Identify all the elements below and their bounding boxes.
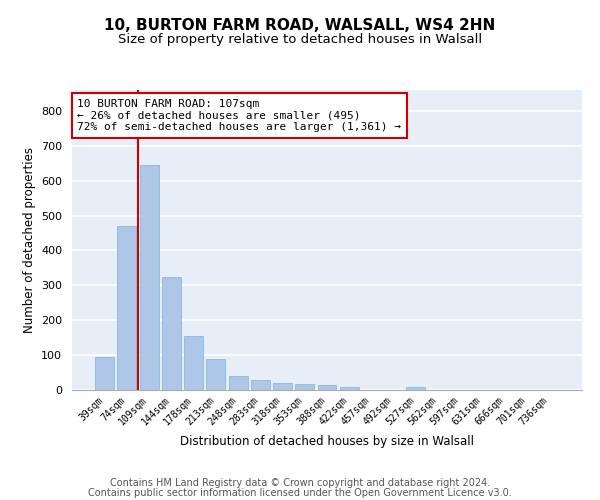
Bar <box>206 358 225 390</box>
Bar <box>340 387 359 390</box>
Bar <box>162 276 181 390</box>
Text: 10 BURTON FARM ROAD: 107sqm
← 26% of detached houses are smaller (495)
72% of se: 10 BURTON FARM ROAD: 107sqm ← 26% of det… <box>77 99 401 132</box>
Bar <box>251 380 270 390</box>
Text: 10, BURTON FARM ROAD, WALSALL, WS4 2HN: 10, BURTON FARM ROAD, WALSALL, WS4 2HN <box>104 18 496 32</box>
Bar <box>295 384 314 390</box>
Text: Contains public sector information licensed under the Open Government Licence v3: Contains public sector information licen… <box>88 488 512 498</box>
X-axis label: Distribution of detached houses by size in Walsall: Distribution of detached houses by size … <box>180 435 474 448</box>
Bar <box>273 383 292 390</box>
Bar <box>95 357 114 390</box>
Bar <box>140 165 158 390</box>
Text: Size of property relative to detached houses in Walsall: Size of property relative to detached ho… <box>118 32 482 46</box>
Bar <box>317 386 337 390</box>
Y-axis label: Number of detached properties: Number of detached properties <box>23 147 35 333</box>
Bar <box>229 376 248 390</box>
Text: Contains HM Land Registry data © Crown copyright and database right 2024.: Contains HM Land Registry data © Crown c… <box>110 478 490 488</box>
Bar <box>184 336 203 390</box>
Bar <box>406 386 425 390</box>
Bar <box>118 226 136 390</box>
